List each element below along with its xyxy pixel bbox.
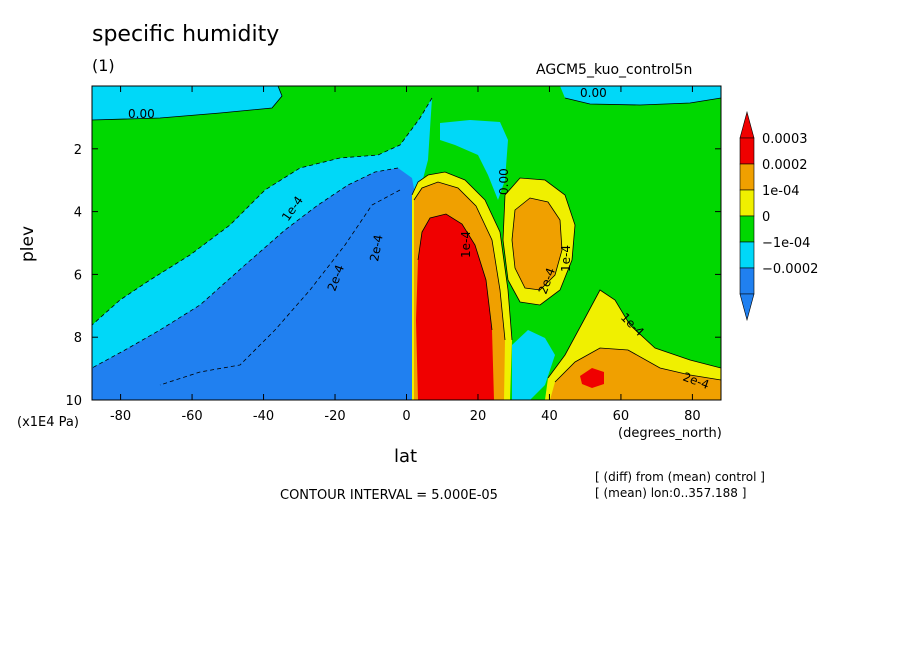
x-tick-label: 0: [402, 409, 410, 424]
contour-lines: [92, 86, 721, 386]
colorbar-label: −1e-04: [762, 236, 810, 251]
x-tick-label: 40: [541, 409, 558, 424]
contour-label: 0.00: [128, 107, 155, 121]
contour-interval: CONTOUR INTERVAL = 5.000E-05: [280, 488, 498, 503]
x-axis-units: (degrees_north): [618, 426, 722, 441]
x-tick-label: 60: [613, 409, 630, 424]
colorbar-swatch: [739, 189, 755, 217]
note-diff: [ (diff) from (mean) control ]: [595, 470, 765, 484]
axis-layer: -80 -60 -40 -20 0 20 40 60 80 2 4 6 8 10: [65, 86, 721, 424]
colorbar-swatch: [739, 241, 755, 269]
y-tick-label: 8: [74, 331, 82, 346]
colorbar-swatch: [739, 267, 755, 295]
y-tick-label: 4: [74, 206, 82, 221]
colorbar-bottom-arrow: [739, 293, 755, 322]
x-tick-label: 20: [470, 409, 487, 424]
x-tick-label: -40: [253, 409, 274, 424]
y-axis-units: (x1E4 Pa): [17, 415, 79, 430]
y-tick-label: 6: [74, 268, 82, 283]
run-name: AGCM5_kuo_control5n: [536, 62, 693, 78]
note-mean: [ (mean) lon:0..357.188 ]: [595, 486, 747, 500]
contour-label: 1e-4: [559, 245, 573, 272]
x-tick-label: -20: [324, 409, 345, 424]
colorbar-swatch: [739, 163, 755, 191]
region-pos-orange-midlat: [512, 198, 562, 290]
contour-label: 1e-4: [459, 231, 473, 258]
colorbar-label: 0: [762, 210, 770, 225]
x-axis-label: lat: [394, 446, 418, 467]
region-pos-red-core: [416, 214, 494, 400]
contour-label: 0.00: [497, 168, 511, 195]
x-tick-label: -80: [110, 409, 131, 424]
y-tick-label: 10: [65, 394, 82, 409]
region-neg-top-right: [560, 86, 721, 105]
region-neg-nh-hole: [440, 120, 508, 200]
colorbar-swatch: [739, 137, 755, 165]
region-pos-red-spot: [580, 368, 604, 388]
contour-field: [92, 86, 721, 400]
chart-title: specific humidity: [92, 22, 280, 47]
x-tick-label: 80: [684, 409, 701, 424]
contour-label: 2e-4: [367, 234, 385, 263]
colorbar-label: 0.0003: [762, 132, 808, 147]
colorbar-label: −0.0002: [762, 262, 818, 277]
y-tick-label: 2: [74, 143, 82, 158]
region-neg-blue-deep: [145, 190, 418, 400]
chart-subtitle: (1): [92, 56, 115, 75]
contour-label: 0.00: [580, 86, 607, 100]
colorbar: 0.0003 0.0002 1e-04 0 −1e-04 −0.0002: [739, 110, 818, 322]
x-tick-label: -60: [181, 409, 202, 424]
colorbar-label: 1e-04: [762, 184, 800, 199]
colorbar-swatch: [739, 215, 755, 243]
region-neg-nh-bottom: [512, 330, 555, 400]
colorbar-label: 0.0002: [762, 158, 808, 173]
colorbar-top-arrow: [739, 110, 755, 139]
